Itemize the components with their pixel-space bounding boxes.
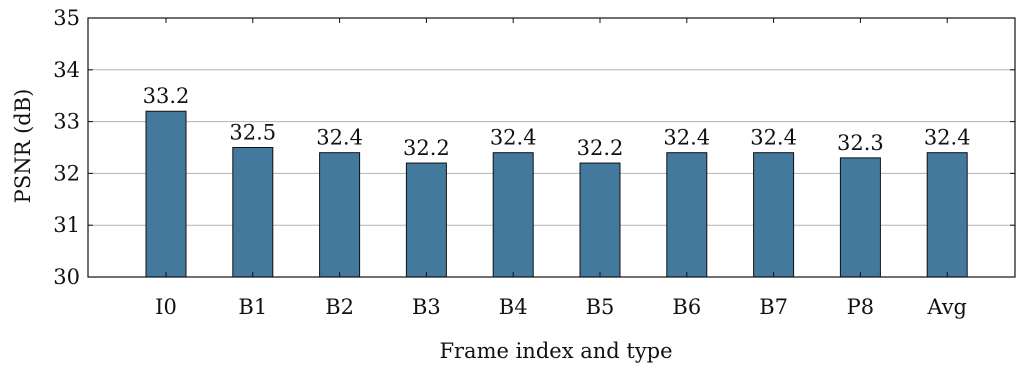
y-tick-label: 31 <box>53 213 80 237</box>
y-tick-label: 32 <box>53 161 80 185</box>
bar-b6 <box>666 152 708 278</box>
y-axis-title: PSNR (dB) <box>11 89 35 204</box>
labels: 30 31 32 33 34 35 33.2 I0 32.5 B1 32.4 B2 32.2 B3 32.4… <box>53 6 970 319</box>
axes <box>87 17 1016 278</box>
data-label: 32.2 <box>403 136 450 160</box>
x-tick-label: B1 <box>238 295 267 319</box>
x-tick-label: I0 <box>155 295 177 319</box>
y-tick-label: 35 <box>53 6 80 30</box>
bar-b1 <box>232 147 274 278</box>
x-tick-label: B4 <box>499 295 528 319</box>
bar-i0 <box>145 110 187 278</box>
bar-b2 <box>319 152 361 278</box>
y-tick-label: 30 <box>53 265 80 289</box>
data-label: 32.4 <box>924 126 971 150</box>
bar-p8 <box>839 157 881 278</box>
x-tick-label: B2 <box>325 295 354 319</box>
y-tick-label: 34 <box>53 58 80 82</box>
bar-avg <box>926 152 968 278</box>
x-tick-label: Avg <box>926 295 967 319</box>
y-tick-label: 33 <box>53 110 80 134</box>
x-tick-label: B7 <box>759 295 788 319</box>
bar-b5 <box>579 162 621 278</box>
bars <box>145 110 968 278</box>
data-label: 32.5 <box>229 121 276 145</box>
x-tick-label: P8 <box>847 295 875 319</box>
bar-b4 <box>492 152 534 278</box>
bar-b3 <box>405 162 447 278</box>
data-label: 32.4 <box>750 126 797 150</box>
data-label: 32.3 <box>837 131 884 155</box>
data-label: 32.4 <box>663 126 710 150</box>
x-tick-label: B6 <box>672 295 701 319</box>
x-tick-label: B5 <box>586 295 615 319</box>
data-label: 33.2 <box>143 84 190 108</box>
data-label: 32.4 <box>490 126 537 150</box>
data-label: 32.2 <box>577 136 624 160</box>
plot-frame <box>87 17 1016 278</box>
bar-b7 <box>753 152 795 278</box>
x-tick-label: B3 <box>412 295 441 319</box>
data-label: 32.4 <box>316 126 363 150</box>
x-axis-title: Frame index and type <box>439 339 672 363</box>
